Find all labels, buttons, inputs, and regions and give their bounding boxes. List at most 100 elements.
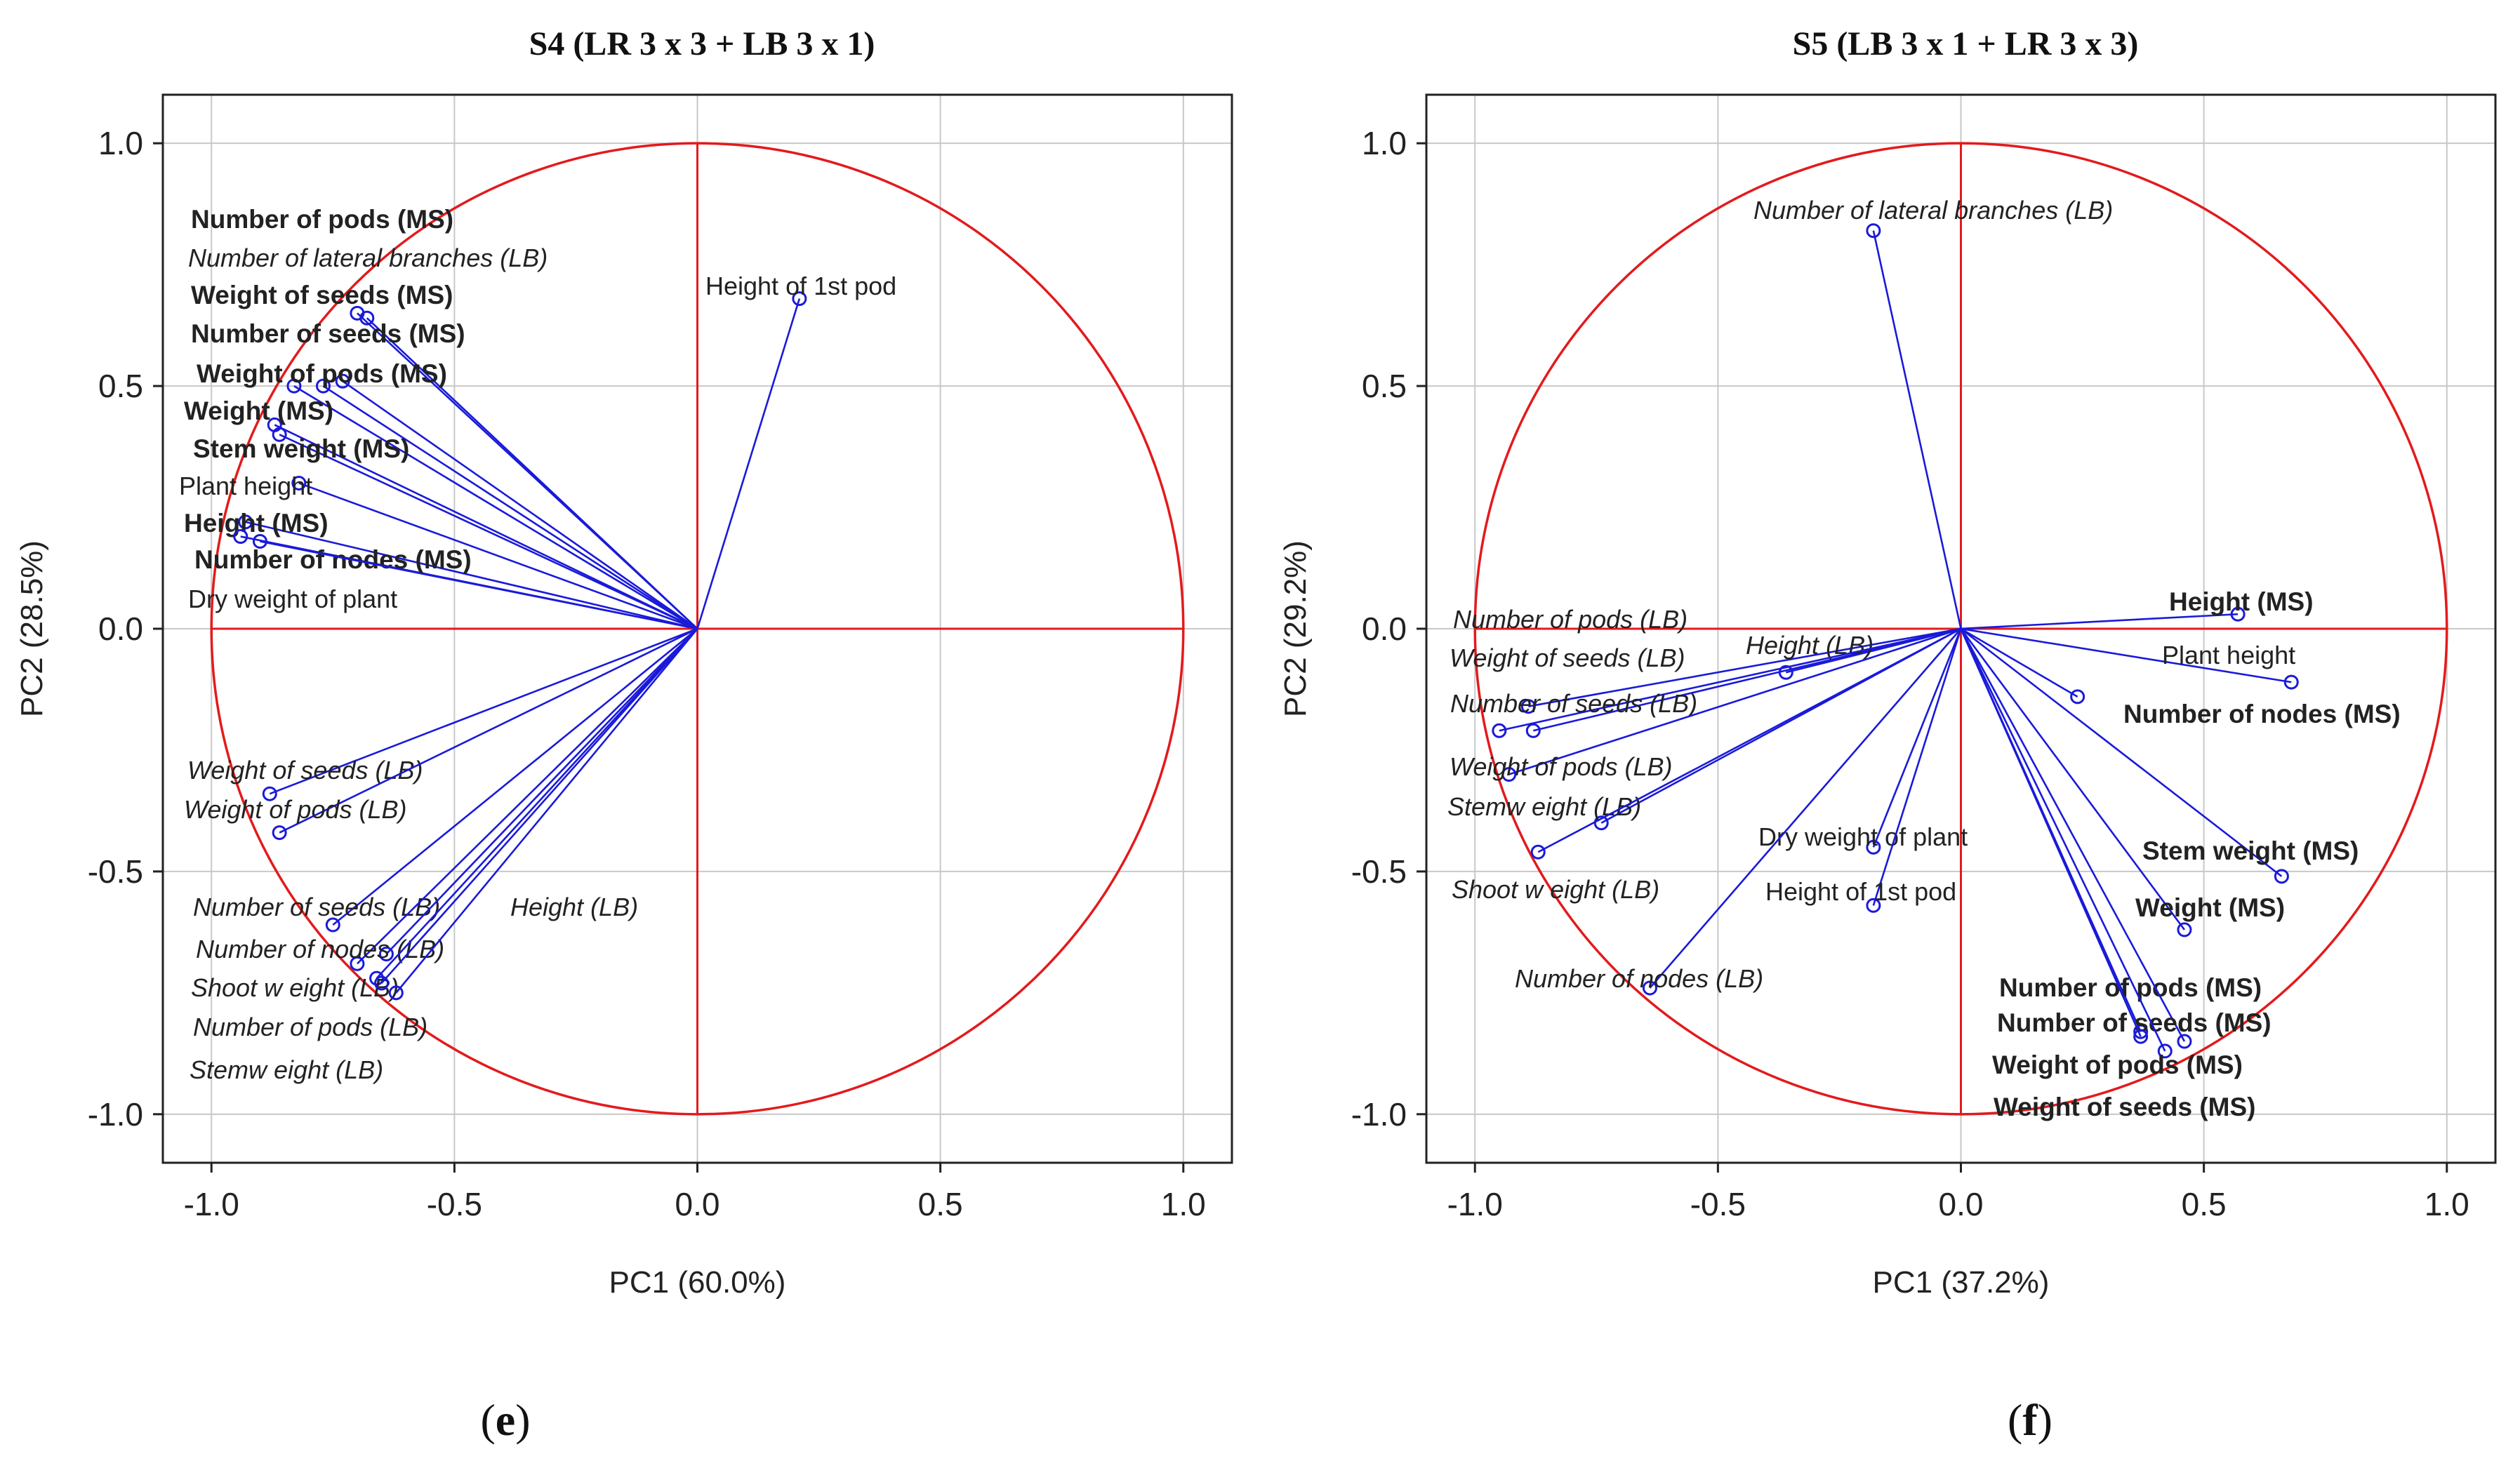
loading-vector: [332, 627, 698, 926]
x-tick-label: 1.0: [2425, 1186, 2469, 1222]
chart-title: S4 (LR 3 x 3 + LB 3 x 1): [529, 25, 875, 62]
variable-label: Weight of seeds (LB): [187, 756, 423, 785]
loading-point: [252, 533, 267, 549]
loading-point: [2133, 1024, 2149, 1039]
variable-label: Stemw eight (LB): [190, 1055, 383, 1084]
variable-label: Stem weight (MS): [193, 434, 409, 463]
variable-label: Plant height: [2162, 641, 2295, 669]
loading-vector: [1499, 627, 1961, 732]
variable-label: Height (MS): [2169, 587, 2314, 616]
variable-label: Number of nodes (LB): [196, 935, 444, 963]
loading-vector: [260, 540, 698, 630]
loading-vector: [1537, 627, 1962, 853]
variable-label: Number of pods (LB): [193, 1013, 427, 1041]
loading-point: [378, 947, 394, 962]
loading-point: [1866, 839, 1881, 855]
loading-vector: [385, 628, 698, 955]
y-tick-label: 0.5: [1362, 368, 1407, 404]
y-tick-label: -0.5: [1351, 853, 1407, 890]
y-tick-label: -1.0: [1351, 1096, 1407, 1133]
variable-label: Weight (MS): [184, 396, 333, 425]
loading-vector: [1960, 628, 2166, 1052]
y-axis-label: PC2 (29.2%): [1278, 540, 1313, 717]
loading-vector: [376, 628, 698, 979]
chart-title: S5 (LB 3 x 1 + LR 3 x 3): [1793, 25, 2139, 62]
variable-label: Number of seeds (LB): [1450, 689, 1697, 718]
loading-vector: [1872, 628, 1962, 848]
loading-vector: [1961, 627, 2292, 683]
variable-label: Number of lateral branches (LB): [1753, 196, 2113, 225]
loading-vector: [269, 627, 698, 795]
loading-vector: [356, 628, 698, 965]
y-tick-label: 1.0: [98, 125, 143, 161]
x-tick-label: -1.0: [184, 1186, 239, 1222]
x-axis-label: PC1 (37.2%): [1873, 1265, 2050, 1300]
y-tick-label: 0.0: [98, 610, 143, 647]
loading-point: [2133, 1029, 2149, 1044]
variable-label: Dry weight of plant: [188, 585, 397, 613]
loading-point: [272, 825, 287, 841]
loading-point: [359, 310, 375, 326]
loading-vector: [395, 628, 698, 994]
loading-point: [1525, 723, 1541, 738]
variable-label: Height (LB): [1746, 631, 1874, 660]
x-tick-label: 0.0: [1939, 1186, 1984, 1222]
loading-point: [388, 985, 404, 1001]
loading-vector: [380, 628, 698, 984]
loading-point: [233, 529, 248, 545]
x-axis-label: PC1 (60.0%): [609, 1265, 786, 1300]
loading-point: [1642, 980, 1657, 996]
loading-point: [1866, 898, 1881, 913]
loading-point: [369, 970, 385, 986]
variable-label: Height of 1st pod: [705, 272, 896, 300]
variable-label: Weight (MS): [2135, 893, 2285, 922]
loading-vector: [696, 298, 801, 629]
x-tick-label: -0.5: [427, 1186, 482, 1222]
loading-vector: [1960, 627, 2078, 698]
x-tick-label: -0.5: [1690, 1186, 1746, 1222]
variable-label: Number of pods (LB): [1453, 605, 1687, 634]
variable-label: Number of lateral branches (LB): [188, 243, 548, 272]
y-tick-label: -1.0: [88, 1096, 143, 1133]
loading-vector: [1960, 628, 2185, 930]
loading-point: [1501, 767, 1517, 782]
variable-label: Height of 1st pod: [1765, 877, 1956, 906]
loading-point: [350, 956, 365, 971]
variable-label: Weight of seeds (MS): [191, 281, 453, 309]
y-tick-label: -0.5: [88, 853, 143, 890]
variable-label: Stem weight (MS): [2142, 836, 2359, 865]
loading-vector: [274, 424, 698, 630]
y-axis-label: PC2 (28.5%): [15, 540, 49, 717]
loading-vector: [1649, 628, 1962, 989]
loading-point: [238, 514, 253, 530]
panel-label-e: (e): [480, 1395, 530, 1445]
x-tick-label: 1.0: [1161, 1186, 1206, 1222]
loading-point: [2283, 674, 2299, 690]
loading-vector: [342, 380, 698, 630]
variable-label: Stemw eight (LB): [1447, 792, 1641, 821]
loading-point: [374, 975, 390, 991]
y-tick-label: 0.5: [98, 368, 143, 404]
variable-label: Plant height: [179, 472, 312, 500]
loading-point: [325, 917, 340, 933]
loading-point: [335, 373, 350, 389]
variable-label: Shoot w eight (LB): [191, 973, 399, 1002]
variable-label: Weight of seeds (MS): [1994, 1093, 2255, 1121]
variable-label: Dry weight of plant: [1758, 822, 1968, 851]
variable-label: Weight of pods (LB): [1450, 752, 1673, 781]
loading-point: [1778, 665, 1793, 680]
loading-vector: [1960, 628, 2186, 1042]
variable-label: Height (LB): [510, 893, 638, 921]
loading-vector: [1960, 627, 2283, 877]
loading-point: [792, 291, 807, 307]
variable-label: Weight of pods (MS): [1992, 1050, 2243, 1079]
loading-vector: [1528, 627, 1961, 707]
y-tick-label: 1.0: [1362, 125, 1407, 161]
loading-vector: [1961, 613, 2239, 630]
loading-point: [2177, 922, 2192, 937]
x-tick-label: 0.5: [918, 1186, 963, 1222]
y-tick-label: 0.0: [1362, 610, 1407, 647]
loading-point: [2177, 1034, 2192, 1049]
loading-vector: [1508, 627, 1961, 775]
